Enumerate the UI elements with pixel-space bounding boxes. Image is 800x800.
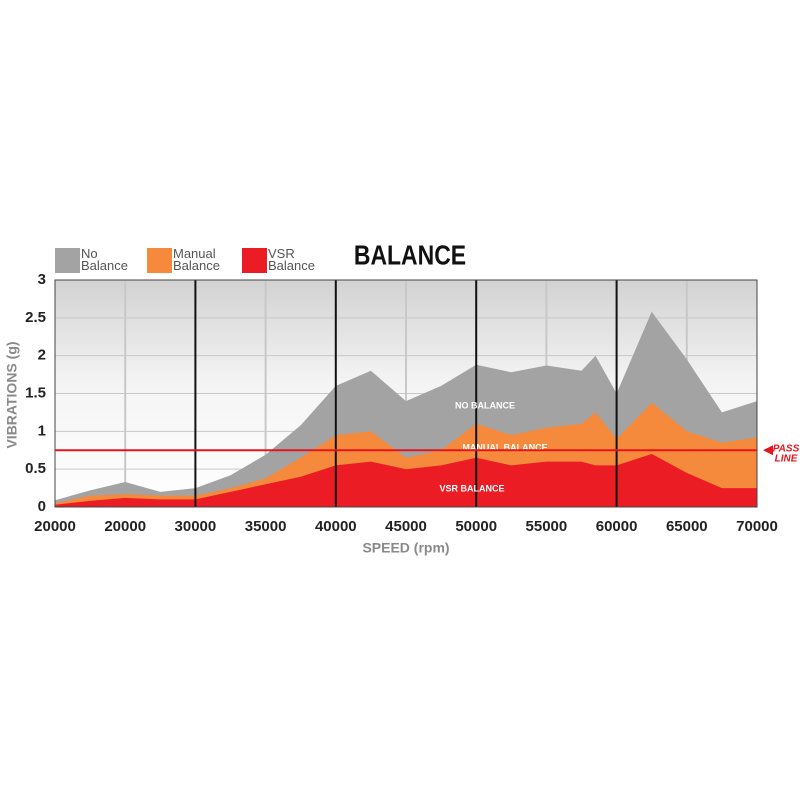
x-tick-label: 40000 — [315, 518, 357, 535]
plot-frame — [54, 279, 758, 508]
x-tick-label: 65000 — [666, 518, 708, 535]
y-tick-label: 0 — [38, 498, 46, 515]
chart-title: BALANCE — [354, 240, 466, 271]
legend-swatch — [242, 248, 267, 273]
y-axis-label: VIBRATIONS (g) — [4, 341, 20, 448]
x-tick-label: 20000 — [34, 518, 76, 535]
y-tick-label: 0.5 — [25, 460, 46, 477]
x-tick-label: 55000 — [526, 518, 568, 535]
x-tick-label: 45000 — [385, 518, 427, 535]
area-label: NO BALANCE — [455, 400, 515, 410]
y-tick-label: 2 — [38, 347, 46, 364]
x-axis-label: SPEED (rpm) — [362, 540, 449, 556]
legend-label: VSR Balance — [268, 246, 315, 273]
legend-label: No Balance — [81, 246, 128, 273]
area — [55, 454, 757, 507]
pass-line-label: PASS LINE — [773, 443, 800, 464]
x-tick-label: 60000 — [596, 518, 638, 535]
pass-arrow — [763, 445, 773, 456]
x-tick-label: 35000 — [245, 518, 287, 535]
y-tick-label: 1.5 — [25, 384, 46, 401]
x-tick-label: 50000 — [455, 518, 497, 535]
legend-swatch — [147, 248, 172, 273]
y-tick-label: 2.5 — [25, 309, 46, 326]
area-label: VSR BALANCE — [439, 483, 504, 493]
x-tick-label: 20000 — [104, 518, 146, 535]
y-tick-label: 1 — [38, 422, 46, 439]
legend-swatch — [55, 248, 80, 273]
legend-label: Manual Balance — [173, 246, 220, 273]
y-tick-label: 3 — [38, 271, 46, 288]
x-tick-label: 30000 — [175, 518, 217, 535]
x-tick-label: 70000 — [736, 518, 778, 535]
area-label: MANUAL BALANCE — [462, 442, 547, 452]
